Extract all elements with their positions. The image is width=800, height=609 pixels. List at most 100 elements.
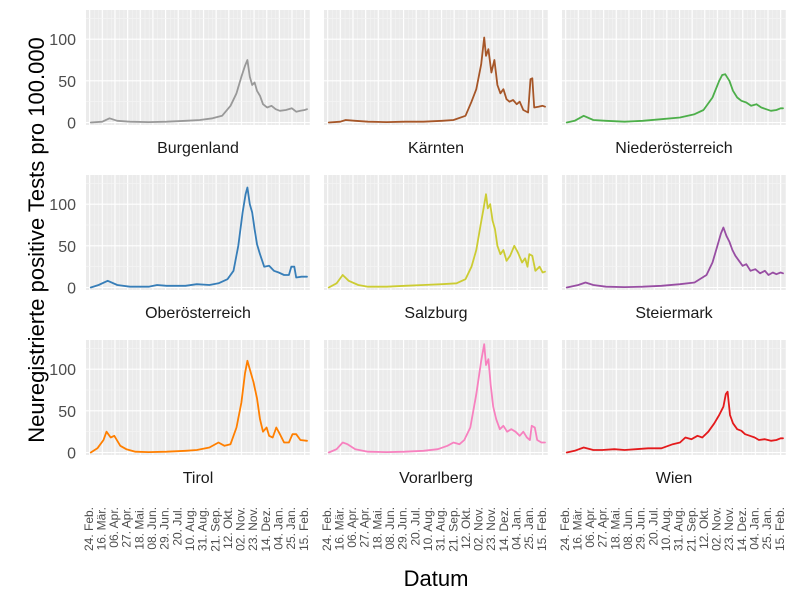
x-tick-label: 16. Mär.	[94, 507, 108, 550]
x-tick-label: 16. Mär.	[332, 507, 346, 550]
strip-label: Burgenland	[157, 140, 239, 157]
x-tick-label: 29. Jun.	[634, 507, 648, 550]
panel-vorarlberg: Vorarlberg 24. Feb.16. Mär.06. Apr.27. Ap…	[320, 340, 549, 552]
strip-background	[86, 125, 310, 169]
x-tick-label: 18. Mai.	[370, 507, 384, 550]
x-tick-label: 08. Jun.	[383, 507, 397, 550]
x-tick-label: 04. Jan.	[747, 507, 761, 550]
x-tick-label: 29. Jun.	[158, 507, 172, 550]
panel-background	[86, 175, 310, 290]
x-tick-label: 06. Apr.	[107, 507, 121, 548]
x-tick-label: 23. Nov.	[484, 507, 498, 551]
strip-background	[86, 290, 310, 334]
x-tick-label: 23. Nov.	[246, 507, 260, 551]
x-tick-label: 21. Sep.	[446, 507, 460, 552]
strip-background	[324, 290, 548, 334]
y-axis-title: Neuregistrierte positive Tests pro 100.0…	[24, 37, 49, 443]
x-tick-label: 18. Mai.	[608, 507, 622, 550]
x-tick-label: 04. Jan.	[271, 507, 285, 550]
strip-label: Tirol	[183, 470, 214, 487]
x-tick-label: 12. Okt.	[459, 507, 473, 549]
x-tick-label: 02. Nov.	[234, 507, 248, 551]
x-tick-label: 27. Apr.	[358, 507, 372, 548]
y-tick-label: 100	[49, 197, 76, 214]
x-tick-label: 15. Feb.	[535, 507, 549, 551]
strip-background	[324, 125, 548, 169]
x-tick-label: 21. Sep.	[208, 507, 222, 552]
series-line-k-rnten	[327, 36, 546, 124]
series-line-wien	[565, 390, 784, 454]
x-tick-label: 14. Dez.	[497, 507, 511, 552]
strip-label: Salzburg	[404, 305, 467, 322]
y-tick-label: 0	[67, 116, 76, 133]
x-tick-label: 21. Sep.	[684, 507, 698, 552]
y-tick-label: 50	[58, 404, 76, 421]
strip-background	[562, 290, 786, 334]
y-tick-label: 0	[67, 281, 76, 298]
series-line-ober-sterreich	[89, 186, 308, 289]
x-tick-label: 31. Aug.	[196, 507, 210, 551]
series-line-nieder-sterreich	[565, 73, 784, 124]
x-tick-label: 14. Dez.	[735, 507, 749, 552]
panel-background	[324, 175, 548, 290]
panel-ober-sterreich: Oberösterreich 0 50 100	[49, 175, 310, 334]
x-axis-title: Datum	[404, 566, 469, 591]
x-tick-label: 23. Nov.	[722, 507, 736, 551]
x-tick-label: 06. Apr.	[583, 507, 597, 548]
x-tick-label: 10. Aug.	[421, 507, 435, 551]
y-tick-label: 100	[49, 32, 76, 49]
panel-nieder-sterreich: Niederösterreich	[562, 10, 786, 169]
strip-label: Steiermark	[635, 305, 713, 322]
x-tick-label: 25. Jan.	[522, 507, 536, 550]
strip-label: Kärnten	[408, 140, 464, 157]
strip-label: Vorarlberg	[399, 470, 473, 487]
series-line-burgenland	[89, 59, 308, 124]
x-tick-label: 20. Jul.	[408, 507, 422, 546]
x-tick-label: 16. Mär.	[570, 507, 584, 550]
panel-background	[562, 175, 786, 290]
x-tick-label: 12. Okt.	[697, 507, 711, 549]
strip-background	[324, 455, 548, 499]
x-tick-label: 10. Aug.	[659, 507, 673, 551]
x-tick-label: 31. Aug.	[434, 507, 448, 551]
x-tick-label: 25. Jan.	[760, 507, 774, 550]
x-tick-label: 15. Feb.	[297, 507, 311, 551]
x-tick-label: 08. Jun.	[145, 507, 159, 550]
series-line-vorarlberg	[327, 343, 546, 454]
panel-background	[562, 10, 786, 125]
x-tick-label: 24. Feb.	[320, 507, 334, 551]
strip-label: Wien	[656, 470, 692, 487]
strip-background	[562, 125, 786, 169]
x-tick-label: 31. Aug.	[672, 507, 686, 551]
x-tick-label: 25. Jan.	[284, 507, 298, 550]
y-tick-label: 100	[49, 362, 76, 379]
strip-background	[562, 455, 786, 499]
x-tick-label: 12. Okt.	[221, 507, 235, 549]
x-tick-label: 15. Feb.	[773, 507, 787, 551]
series-line-salzburg	[327, 193, 546, 289]
x-tick-label: 20. Jul.	[646, 507, 660, 546]
x-tick-label: 29. Jun.	[396, 507, 410, 550]
panel-steiermark: Steiermark	[562, 175, 786, 334]
panel-background	[324, 10, 548, 125]
x-tick-label: 06. Apr.	[345, 507, 359, 548]
strip-background	[86, 455, 310, 499]
series-line-steiermark	[565, 226, 784, 289]
x-tick-label: 08. Jun.	[621, 507, 635, 550]
panel-k-rnten: Kärnten	[324, 10, 548, 169]
strip-label: Oberösterreich	[145, 305, 251, 322]
x-tick-label: 14. Dez.	[259, 507, 273, 552]
x-tick-label: 02. Nov.	[710, 507, 724, 551]
x-tick-label: 04. Jan.	[509, 507, 523, 550]
x-tick-label: 24. Feb.	[558, 507, 572, 551]
y-tick-label: 50	[58, 239, 76, 256]
strip-label: Niederösterreich	[615, 140, 732, 157]
x-tick-label: 27. Apr.	[596, 507, 610, 548]
panel-tirol: Tirol 0 50 100 24. Feb.16. Mär.06. Apr.27. A…	[49, 340, 311, 552]
panel-background	[324, 340, 548, 455]
x-tick-label: 02. Nov.	[472, 507, 486, 551]
x-tick-label: 24. Feb.	[82, 507, 96, 551]
series-line-tirol	[89, 359, 308, 454]
